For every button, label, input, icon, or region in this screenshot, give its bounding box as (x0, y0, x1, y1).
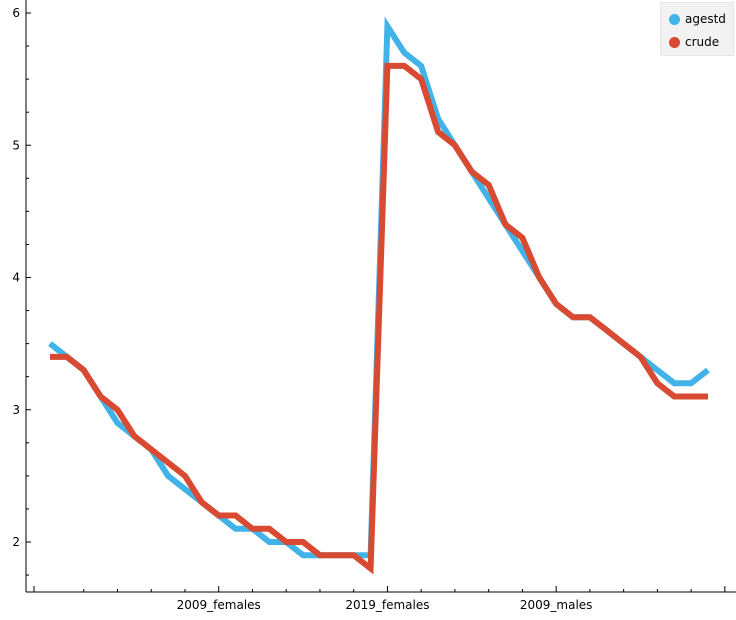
legend-swatch-agestd (669, 13, 680, 25)
y-tick-label: 6 (12, 6, 20, 20)
legend: agestd crude (660, 2, 734, 56)
series-line-crude (50, 62, 708, 575)
legend-label-crude: crude (685, 35, 720, 49)
legend-item-agestd: agestd (669, 10, 726, 28)
legend-swatch-crude (669, 36, 680, 48)
x-tick-label: 2009_males (520, 598, 593, 612)
y-tick-label: 3 (12, 403, 20, 417)
y-tick-label: 5 (12, 138, 20, 152)
x-tick-label: 2019_females (345, 598, 429, 612)
legend-label-agestd: agestd (685, 12, 726, 26)
legend-item-crude: crude (669, 33, 719, 51)
y-tick-label: 2 (12, 535, 20, 549)
x-tick-label: 2009_females (177, 598, 261, 612)
y-tick-label: 4 (12, 271, 20, 285)
